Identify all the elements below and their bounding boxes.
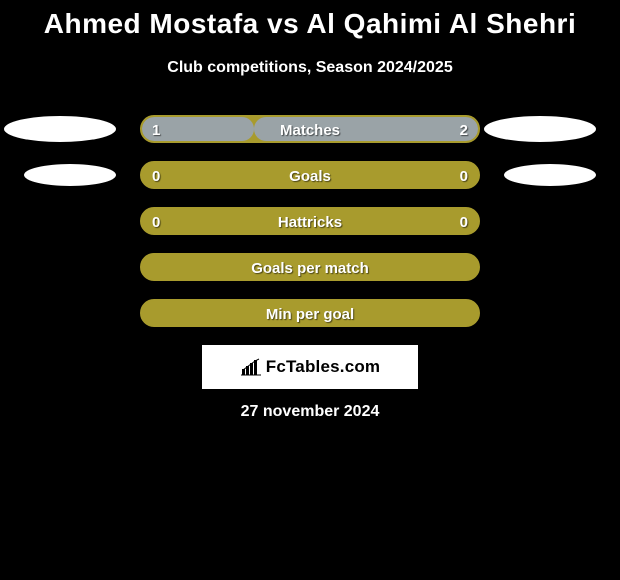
stat-label: Hattricks	[142, 209, 478, 235]
stat-bar: Goals0 0	[140, 161, 480, 189]
stat-label: Min per goal	[142, 301, 478, 327]
stat-label: Goals per match	[142, 255, 478, 281]
stat-bar: Min per goal	[140, 299, 480, 327]
stat-bar: Goals per match	[140, 253, 480, 281]
stat-bar: Hattricks0 0	[140, 207, 480, 235]
page-title: Ahmed Mostafa vs Al Qahimi Al Shehri	[0, 8, 620, 40]
stat-value-right: 0	[460, 163, 468, 189]
stat-value-right: 0	[460, 209, 468, 235]
brand-badge: FcTables.com	[202, 345, 418, 389]
stat-value-left: 0	[152, 163, 160, 189]
subtitle: Club competitions, Season 2024/2025	[0, 59, 620, 77]
stat-label: Goals	[142, 163, 478, 189]
player-marker-right	[484, 116, 596, 142]
player-marker-left	[24, 164, 116, 186]
stat-row: Min per goal	[0, 299, 620, 327]
brand-bars-icon	[240, 358, 262, 376]
stat-value-right: 2	[460, 117, 468, 143]
stat-label: Matches	[142, 117, 478, 143]
stat-row: Goals0 0	[0, 161, 620, 189]
stat-bar: Matches1 2	[140, 115, 480, 143]
comparison-infographic: Ahmed Mostafa vs Al Qahimi Al Shehri Clu…	[0, 8, 620, 421]
comparison-chart: Matches12Goals00Hattricks00Goals per mat…	[0, 115, 620, 327]
stat-value-left: 1	[152, 117, 160, 143]
stat-value-left: 0	[152, 209, 160, 235]
player-marker-left	[4, 116, 116, 142]
player-marker-right	[504, 164, 596, 186]
date-label: 27 november 2024	[0, 403, 620, 421]
stat-row: Goals per match	[0, 253, 620, 281]
brand-text-wrap: FcTables.com	[240, 357, 381, 377]
stat-row: Hattricks0 0	[0, 207, 620, 235]
stat-row: Matches1 2	[0, 115, 620, 143]
brand-text: FcTables.com	[266, 357, 381, 377]
